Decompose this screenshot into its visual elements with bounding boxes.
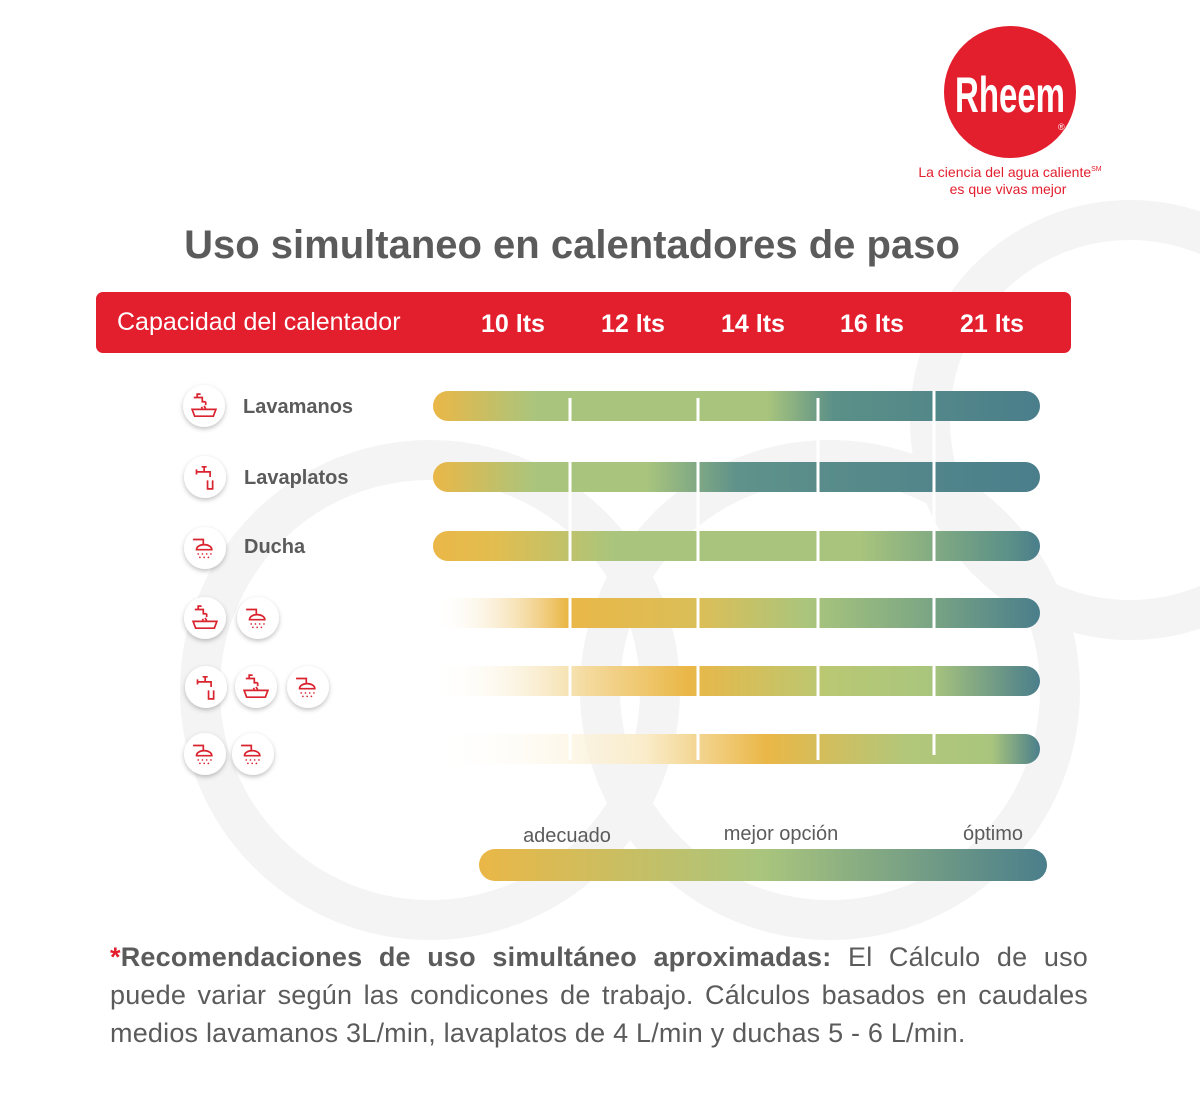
icons [183,385,329,775]
icon-circle [232,733,274,775]
header-bar [96,292,1071,353]
legend-bar [479,849,1047,881]
capacity-label: 10 lts [481,310,545,338]
legend-label: óptimo [963,823,1023,845]
row-labels: Lavamanos Lavaplatos Ducha [243,396,353,558]
capacity-label: 16 lts [840,310,904,338]
logo-registered: ® [1058,122,1065,132]
logo-circle [944,26,1076,158]
logo-tagline-2: es que vivas mejor [950,181,1067,197]
icon-circle [184,733,226,775]
logo-brand: Rheem [955,67,1065,123]
capacity-label: 21 lts [960,310,1024,338]
icon-circle [184,527,226,569]
row-label: Ducha [244,536,306,558]
footnote: *Recomendaciones de uso simultáneo aprox… [110,938,1088,1052]
icon-circle [287,666,329,708]
logo-tagline: La ciencia del agua calienteSM [918,164,1101,180]
header-label: Capacidad del calentador [117,308,401,336]
row-label: Lavamanos [243,396,353,418]
legend-label: adecuado [523,825,611,847]
capacities: 10 lts 12 lts 14 lts 16 lts 21 lts [481,310,1024,338]
footnote-heading: Recomendaciones de uso simultáneo aproxi… [120,942,832,972]
service-mark: SM [1091,166,1102,173]
title: Uso simultaneo en calentadores de paso [184,223,960,267]
capacity-label: 12 lts [601,310,665,338]
capacity-label: 14 lts [721,310,785,338]
legend-label: mejor opción [724,823,839,845]
row-label: Lavaplatos [244,467,348,489]
dividers [568,391,936,760]
icon-circle [237,597,279,639]
tagline-1: La ciencia del agua caliente [918,164,1091,180]
icon-circle [184,456,226,498]
asterisk: * [110,942,121,972]
footnote-text: El Cálculo de uso puede variar según las… [110,942,1088,1048]
icon-circle [185,666,227,708]
logo: Rheem ® La ciencia del agua calienteSM e… [918,26,1102,197]
bars [433,391,1040,764]
